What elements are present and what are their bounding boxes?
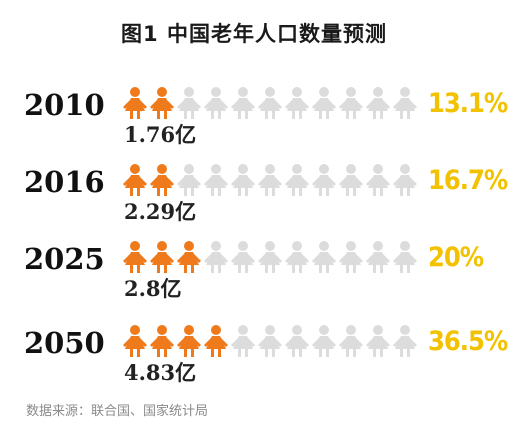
person-icon-empty bbox=[258, 325, 282, 357]
person-icon-empty bbox=[393, 164, 417, 196]
person-icon-empty bbox=[339, 87, 363, 119]
person-icon-empty bbox=[312, 164, 336, 196]
person-icon-empty bbox=[204, 241, 228, 273]
percent-label: 13.1% bbox=[428, 88, 508, 119]
person-icon-empty bbox=[366, 241, 390, 273]
person-icon-empty bbox=[339, 325, 363, 357]
person-icon-empty bbox=[285, 164, 309, 196]
population-label: 2.29亿 bbox=[124, 199, 197, 224]
population-label: 1.76亿 bbox=[124, 122, 197, 147]
percent-label: 16.7% bbox=[428, 165, 508, 196]
person-icon-empty bbox=[231, 325, 255, 357]
person-icon-empty bbox=[339, 241, 363, 273]
person-icon-filled bbox=[177, 241, 201, 273]
person-icon-empty bbox=[285, 241, 309, 273]
person-icon-filled bbox=[150, 87, 174, 119]
chart-title: 图1 中国老年人口数量预测 bbox=[121, 22, 387, 46]
row-2050: 2050 36.5% 4.83亿 bbox=[0, 324, 508, 404]
person-icon-empty bbox=[366, 325, 390, 357]
year-label: 2016 bbox=[24, 165, 105, 199]
person-icon-empty bbox=[258, 241, 282, 273]
person-icon-empty bbox=[366, 87, 390, 119]
person-icon-filled bbox=[204, 325, 228, 357]
person-icon-empty bbox=[258, 87, 282, 119]
person-icon-filled bbox=[150, 241, 174, 273]
person-icon-filled bbox=[177, 325, 201, 357]
person-icon-empty bbox=[285, 325, 309, 357]
person-icon-filled bbox=[123, 164, 147, 196]
person-icon-empty bbox=[393, 87, 417, 119]
person-icon-empty bbox=[204, 87, 228, 119]
person-icon-empty bbox=[285, 87, 309, 119]
person-icon-filled bbox=[150, 164, 174, 196]
person-icon-filled bbox=[123, 325, 147, 357]
population-label: 2.8亿 bbox=[124, 276, 182, 301]
person-icon-empty bbox=[393, 325, 417, 357]
year-label: 2050 bbox=[24, 326, 105, 360]
person-icon-empty bbox=[312, 87, 336, 119]
population-label: 4.83亿 bbox=[124, 360, 197, 385]
person-icon-empty bbox=[177, 164, 201, 196]
person-icon-empty bbox=[231, 87, 255, 119]
row-2010: 2010 13.1% 1.76亿 bbox=[0, 86, 508, 166]
icon-row bbox=[123, 241, 417, 273]
person-icon-filled bbox=[123, 241, 147, 273]
person-icon-empty bbox=[204, 164, 228, 196]
person-icon-empty bbox=[366, 164, 390, 196]
person-icon-empty bbox=[393, 241, 417, 273]
row-2025: 2025 20% 2.8亿 bbox=[0, 240, 508, 320]
person-icon-filled bbox=[123, 87, 147, 119]
person-icon-empty bbox=[312, 325, 336, 357]
percent-label: 36.5% bbox=[428, 326, 508, 357]
person-icon-empty bbox=[312, 241, 336, 273]
icon-row bbox=[123, 164, 417, 196]
row-2016: 2016 16.7% 2.29亿 bbox=[0, 163, 508, 243]
icon-row bbox=[123, 325, 417, 357]
percent-label: 20% bbox=[428, 242, 484, 273]
person-icon-empty bbox=[231, 164, 255, 196]
person-icon-empty bbox=[258, 164, 282, 196]
person-icon-empty bbox=[231, 241, 255, 273]
year-label: 2010 bbox=[24, 88, 105, 122]
person-icon-empty bbox=[177, 87, 201, 119]
person-icon-empty bbox=[339, 164, 363, 196]
icon-row bbox=[123, 87, 417, 119]
data-source: 数据来源：联合国、国家统计局 bbox=[26, 404, 209, 419]
year-label: 2025 bbox=[24, 242, 105, 276]
person-icon-filled bbox=[150, 325, 174, 357]
